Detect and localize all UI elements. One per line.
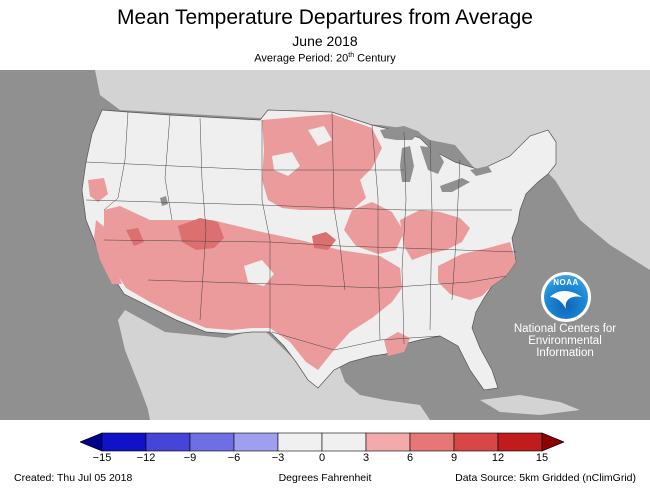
warm-anomaly-gulf-coast [384, 332, 410, 356]
legend-tick-label: 12 [491, 452, 505, 464]
normal-patch-montana [308, 126, 332, 146]
lake-ontario [470, 166, 492, 176]
lake-huron [420, 146, 444, 174]
great-salt-lake [160, 196, 168, 206]
normal-patch-texas [244, 260, 274, 286]
legend-units: Degrees Fahrenheit [278, 472, 372, 484]
legend-cell [145, 432, 191, 452]
legend-tick-label: 9 [450, 452, 458, 464]
legend-tick-label: −12 [136, 452, 156, 464]
legend-tick-label: −6 [227, 452, 241, 464]
lake-superior [380, 126, 420, 140]
map-title: Mean Temperature Departures from Average [117, 6, 533, 29]
warm-anomaly-ohio-valley [400, 210, 470, 260]
strong-warm-four-corners [178, 218, 224, 250]
canada-land [0, 70, 650, 270]
legend-tick-label: 15 [535, 452, 549, 464]
ncei-label: National Centers for Environmental Infor… [506, 323, 624, 359]
legend-cell [233, 432, 279, 452]
average-period-sup: th [348, 52, 355, 59]
us-temperature-map [0, 70, 650, 420]
data-source: Data Source: 5km Gridded (nClimGrid) [455, 472, 636, 484]
average-period: Average Period: 20th Century [0, 52, 650, 65]
warm-anomaly-california [94, 220, 122, 284]
ncei-label-line-2: Environmental [528, 335, 602, 347]
legend-cell [101, 432, 147, 452]
average-period-prefix: Average Period: 20 [254, 52, 349, 65]
legend-cell [453, 432, 499, 452]
legend-tick-label: −15 [92, 452, 112, 464]
warm-anomaly-midwest [344, 202, 404, 254]
noaa-bird-icon [550, 291, 582, 309]
strong-warm-california [126, 228, 144, 246]
lake-erie [440, 178, 470, 192]
legend-cell [497, 432, 543, 452]
legend-cell [409, 432, 455, 452]
legend-cells [101, 432, 543, 452]
created-date: Created: Thu Jul 05 2018 [14, 472, 133, 484]
legend-cell [277, 432, 323, 452]
warm-anomaly-north [262, 114, 382, 210]
caribbean-land [480, 395, 580, 415]
average-period-suffix: Century [354, 52, 396, 65]
baja-land [118, 310, 170, 420]
lake-michigan [400, 146, 414, 182]
warm-anomaly-west-coast [88, 178, 108, 202]
mexico-land [125, 310, 430, 420]
legend-cell [365, 432, 411, 452]
ncei-label-line-3: Information [536, 347, 594, 359]
map-subtitle: June 2018 [292, 33, 358, 49]
legend-tick-label: −9 [183, 452, 197, 464]
noaa-logo: NOAA [541, 272, 591, 322]
legend-cell [189, 432, 235, 452]
legend-tick-label: 3 [362, 452, 370, 464]
legend-tick-label: −3 [271, 452, 285, 464]
legend-tick-label: 6 [406, 452, 414, 464]
legend-arrow-left [80, 432, 103, 452]
state-boundaries [85, 111, 517, 351]
ncei-label-line-1: National Centers for [513, 323, 617, 335]
noaa-logo-text: NOAA [553, 278, 579, 287]
legend-arrow-right [541, 432, 564, 452]
color-legend [80, 432, 564, 452]
noaa-logo-emblem: NOAA [544, 275, 588, 319]
legend-cell [321, 432, 367, 452]
legend-tick-label: 0 [318, 452, 326, 464]
warm-anomaly-southeast [438, 242, 516, 300]
